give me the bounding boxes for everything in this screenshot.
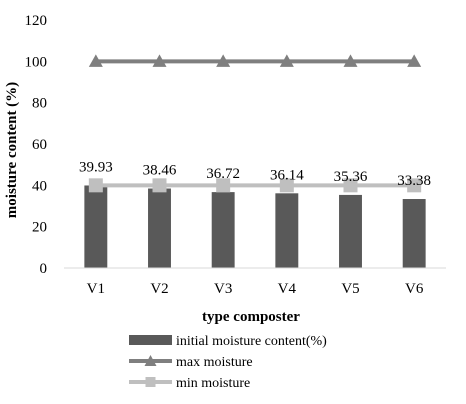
- data-labels: 39.93 38.46 36.72 36.14 35.36 33.38: [79, 159, 431, 189]
- square-marker: [152, 178, 167, 193]
- bar: [84, 185, 108, 268]
- x-tick-label: V6: [405, 281, 424, 297]
- triangle-marker: [152, 54, 167, 67]
- legend-swatch-bar: [129, 335, 172, 345]
- square-marker: [407, 178, 422, 193]
- bar: [275, 193, 299, 268]
- square-marker: [343, 178, 358, 193]
- y-tick-label: 0: [40, 261, 48, 277]
- x-tick-label: V1: [87, 281, 105, 297]
- triangle-marker: [216, 54, 231, 67]
- triangle-marker: [279, 54, 294, 67]
- bar-series: [84, 185, 426, 268]
- bar: [402, 199, 426, 268]
- legend-triangle-marker: [144, 355, 157, 366]
- bar: [339, 194, 362, 268]
- legend-label: max moisture: [176, 355, 253, 370]
- data-label: 36.14: [270, 167, 304, 183]
- line-series: [88, 54, 422, 193]
- y-tick-label: 80: [32, 96, 47, 112]
- x-tick-label: V2: [150, 281, 168, 297]
- y-tick-label: 60: [32, 137, 47, 153]
- triangle-marker: [343, 54, 358, 67]
- bar: [148, 188, 171, 268]
- square-marker: [216, 178, 231, 193]
- legend-label: min moisture: [176, 376, 250, 391]
- x-tick-label: V4: [278, 281, 297, 297]
- data-label: 36.72: [206, 166, 240, 182]
- y-tick-labels: 0 20 40 60 80 100 120: [25, 13, 48, 277]
- x-tick-labels: V1 V2 V3 V4 V5 V6: [87, 281, 424, 297]
- y-tick-label: 120: [25, 13, 48, 29]
- x-tick-label: V3: [214, 281, 232, 297]
- x-tick-label: V5: [341, 281, 359, 297]
- triangle-marker: [407, 54, 422, 67]
- data-label: 38.46: [143, 163, 177, 179]
- triangle-marker: [88, 54, 103, 67]
- square-marker: [279, 178, 294, 193]
- data-label: 35.36: [334, 169, 368, 185]
- legend: initial moisture content(%) max moisture m…: [129, 334, 327, 391]
- y-tick-label: 20: [32, 220, 47, 236]
- x-axis-title: type composter: [202, 309, 300, 325]
- data-label: 33.38: [397, 173, 431, 189]
- data-label: 39.93: [79, 159, 113, 175]
- y-tick-label: 40: [32, 178, 47, 194]
- legend-square-marker: [145, 377, 156, 387]
- bar: [211, 192, 235, 268]
- square-marker: [88, 178, 103, 193]
- y-axis-title: moisture content (%): [4, 82, 20, 218]
- y-tick-label: 100: [25, 54, 48, 70]
- legend-label: initial moisture content(%): [176, 334, 327, 349]
